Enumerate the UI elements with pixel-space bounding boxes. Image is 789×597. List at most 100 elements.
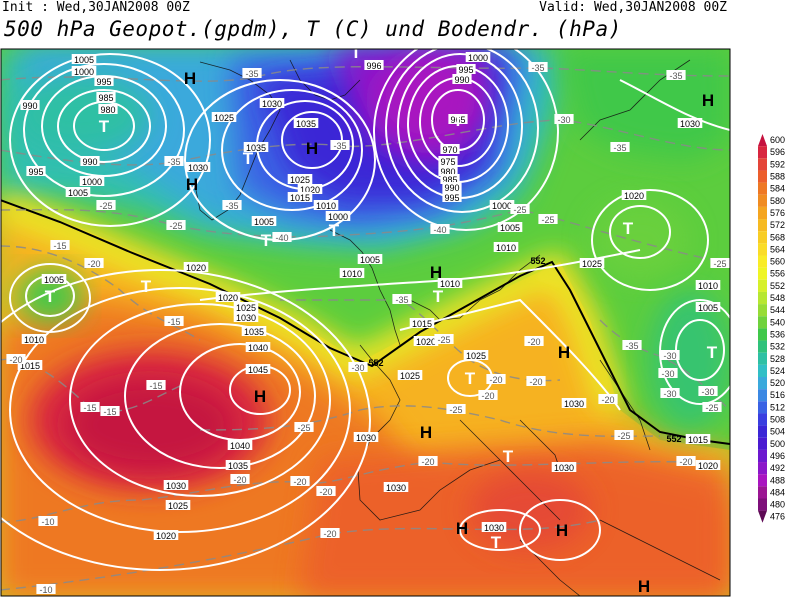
high-pressure-marker: H: [254, 387, 266, 406]
geopotential-value: 552: [666, 434, 681, 444]
isobar-label: 1020: [695, 460, 721, 471]
isobar-label: 980: [438, 166, 458, 177]
low-pressure-marker: T: [329, 221, 340, 240]
isotherm-value: -10: [41, 517, 54, 527]
isobar-value: 1005: [500, 223, 520, 233]
low-pressure-marker: T: [491, 533, 502, 552]
isobar-value: 1030: [554, 463, 574, 473]
colorbar-level: 580: [770, 196, 785, 206]
isotherm-label: -35: [330, 140, 350, 151]
colorbar-swatch: [758, 449, 767, 463]
isobar-label: 995: [26, 166, 46, 177]
isotherm-value: -25: [617, 431, 630, 441]
isobar-label: 1030: [233, 312, 259, 323]
isobar-label: 1030: [383, 482, 409, 493]
isobar-value: 1040: [230, 441, 250, 451]
colorbar-swatch: [758, 425, 767, 438]
isobar-value: 995: [444, 193, 459, 203]
colorbar-swatch: [758, 279, 767, 292]
colorbar-level: 584: [770, 184, 785, 194]
high-pressure-marker: H: [558, 343, 570, 362]
isobar-value: 1005: [44, 275, 64, 285]
map-title: 500 hPa Geopot.(gpdm), T (C) und Bodendr…: [4, 17, 622, 41]
isotherm-label: -20: [676, 456, 696, 467]
isobar-value: 975: [440, 157, 455, 167]
isotherm-value: -30: [663, 389, 676, 399]
isotherm-value: -20: [9, 355, 22, 365]
isobar-label: 995: [94, 76, 114, 87]
isotherm-label: -20: [316, 486, 336, 497]
colorbar-level: 480: [770, 500, 785, 510]
isobar-label: 1010: [21, 334, 47, 345]
isobar-value: 1045: [248, 365, 268, 375]
colorbar-level: 548: [770, 293, 785, 303]
isobar-label: 1030: [163, 480, 189, 491]
isobar-label: 995: [442, 192, 462, 203]
isobar-value: 1030: [386, 483, 406, 493]
isobar-value: 965: [450, 115, 465, 125]
isotherm-value: -25: [437, 335, 450, 345]
isotherm-value: -35: [613, 143, 626, 153]
isotherm-value: -25: [513, 205, 526, 215]
isotherm-label: -25: [510, 204, 530, 215]
isobar-value: 1010: [342, 269, 362, 279]
low-pressure-marker: T: [707, 343, 718, 362]
isotherm-label: -25: [446, 404, 466, 415]
isobar-label: 1010: [695, 280, 721, 291]
isobar-value: 1030: [484, 523, 504, 533]
colorbar-swatch: [758, 255, 767, 268]
isotherm-value: -15: [149, 381, 162, 391]
isobar-label: 1010: [339, 268, 365, 279]
isobar-label: 1025: [165, 500, 191, 511]
isobar-value: 995: [96, 77, 111, 87]
colorbar-level: 524: [770, 366, 785, 376]
isotherm-value: -15: [83, 403, 96, 413]
isobar-value: 1030: [564, 399, 584, 409]
isobar-value: 1020: [416, 337, 436, 347]
isotherm-label: -25: [434, 334, 454, 345]
high-pressure-marker: H: [184, 69, 196, 88]
isobar-value: 1010: [24, 335, 44, 345]
isotherm-value: -35: [245, 69, 258, 79]
isobar-label: 1005: [65, 187, 91, 198]
colorbar-swatch: [758, 389, 767, 402]
high-pressure-marker: H: [638, 577, 650, 596]
colorbar-swatch: [758, 158, 767, 171]
isotherm-label: -20: [524, 336, 544, 347]
colorbar-swatch: [758, 194, 767, 207]
isobar-label: 1040: [227, 440, 253, 451]
colorbar-swatch: [758, 291, 767, 305]
low-pressure-marker: T: [99, 117, 110, 136]
isobar-label: 1000: [489, 200, 515, 211]
isotherm-label: -15: [100, 406, 120, 417]
isotherm-value: -15: [103, 407, 116, 417]
isobar-value: 990: [22, 101, 37, 111]
isobar-value: 1025: [582, 259, 602, 269]
colorbar-level: 492: [770, 463, 785, 473]
temperature-labels: -35 -35 -35 -30 -35 -35 -35 -35 -40 -40 -25 -25 -25 -…: [6, 62, 730, 595]
colorbar-swatch: [758, 437, 767, 450]
isotherm-label: -25: [614, 430, 634, 441]
colorbar-level: 596: [770, 147, 785, 157]
isobar-label: 1005: [71, 54, 97, 65]
colorbar-level: 556: [770, 269, 785, 279]
isobar-value: 1030: [236, 313, 256, 323]
colorbar-level: 476: [770, 512, 785, 522]
isobar-value: 1030: [166, 481, 186, 491]
isotherm-label: -20: [526, 376, 546, 387]
isotherm-value: -35: [531, 63, 544, 73]
low-pressure-marker: T: [45, 287, 56, 306]
isotherm-value: -35: [395, 295, 408, 305]
isobar-label: 1005: [41, 274, 67, 285]
colorbar-swatch: [758, 413, 767, 426]
isobar-label: 990: [80, 156, 100, 167]
isobar-value: 1005: [68, 188, 88, 198]
colorbar-swatch: [758, 243, 767, 256]
isobar-value: 1030: [680, 119, 700, 129]
isobar-label: 965: [448, 114, 468, 125]
colorbar-swatch: [758, 462, 767, 475]
isobar-value: 1010: [316, 201, 336, 211]
isobar-value: 990: [454, 75, 469, 85]
